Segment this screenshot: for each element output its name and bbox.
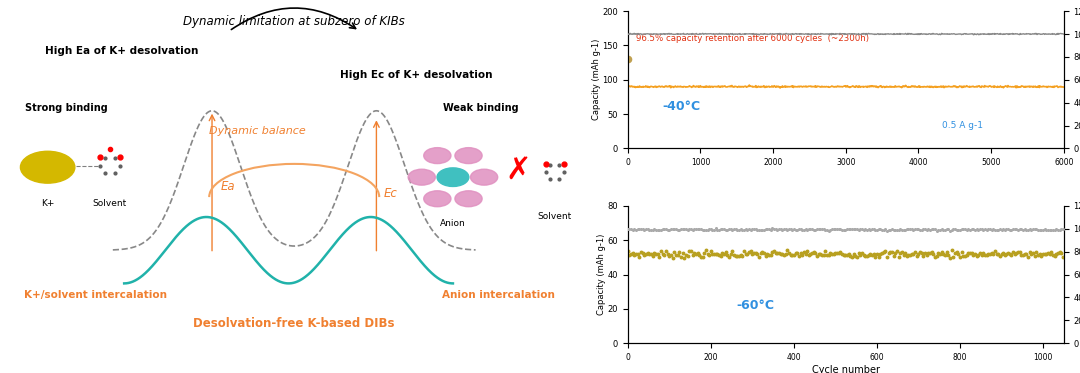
Circle shape xyxy=(423,148,451,164)
Circle shape xyxy=(408,169,435,185)
Text: -40°C: -40°C xyxy=(663,100,701,113)
Circle shape xyxy=(423,191,451,207)
Text: High Ec of K+ desolvation: High Ec of K+ desolvation xyxy=(339,70,492,79)
Text: Ec: Ec xyxy=(383,187,397,200)
Text: Dynamic balance: Dynamic balance xyxy=(210,126,306,136)
Y-axis label: Capacity (mAh g-1): Capacity (mAh g-1) xyxy=(597,234,606,315)
Text: ✗: ✗ xyxy=(505,156,531,185)
Text: Weak binding: Weak binding xyxy=(444,103,519,113)
Text: Anion: Anion xyxy=(440,219,465,228)
Circle shape xyxy=(21,151,75,183)
Y-axis label: Capacity (mAh g-1): Capacity (mAh g-1) xyxy=(592,39,600,120)
Circle shape xyxy=(471,169,498,185)
Text: Solvent: Solvent xyxy=(538,212,572,221)
Text: High Ea of K+ desolvation: High Ea of K+ desolvation xyxy=(44,46,199,56)
Text: Solvent: Solvent xyxy=(93,199,127,208)
Point xyxy=(619,56,636,62)
Text: 96.5% capacity retention after 6000 cycles  (~2300h): 96.5% capacity retention after 6000 cycl… xyxy=(636,34,869,43)
Text: 0.5 A g-1: 0.5 A g-1 xyxy=(942,121,983,130)
Circle shape xyxy=(437,168,469,186)
Text: K+/solvent intercalation: K+/solvent intercalation xyxy=(25,290,167,300)
X-axis label: Cycle number: Cycle number xyxy=(812,365,880,373)
Text: K+: K+ xyxy=(41,163,54,172)
Circle shape xyxy=(455,191,482,207)
Text: K+: K+ xyxy=(41,199,54,208)
Text: Strong binding: Strong binding xyxy=(25,103,108,113)
Text: Desolvation-free K-based DIBs: Desolvation-free K-based DIBs xyxy=(193,317,395,330)
Text: Dynamic limitation at subzero of KIBs: Dynamic limitation at subzero of KIBs xyxy=(184,15,405,28)
Text: Anion intercalation: Anion intercalation xyxy=(442,290,555,300)
Text: -60°C: -60°C xyxy=(737,299,774,312)
Circle shape xyxy=(455,148,482,164)
Text: Ea: Ea xyxy=(220,181,235,194)
